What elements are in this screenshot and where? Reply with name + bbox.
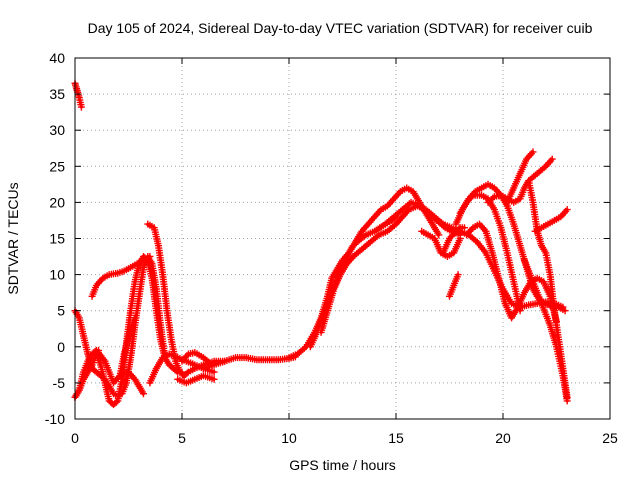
series-arc-16 [381, 198, 464, 239]
series-markers [531, 206, 571, 235]
x-tick-label: 10 [281, 430, 297, 446]
series-arc-25 [503, 148, 537, 206]
series-markers [418, 227, 464, 260]
x-tick-label: 25 [602, 430, 618, 446]
axis-layer: -10 -5 0 5 10 15 20 25 30 35 40 0 5 10 15 20 25 [45, 50, 618, 446]
series-markers [118, 368, 147, 398]
series-arc-18 [439, 224, 468, 257]
series-markers [95, 314, 139, 387]
series-markers [381, 198, 464, 239]
series-markers [199, 353, 299, 372]
y-tick-label: 40 [49, 50, 65, 66]
series-layer [71, 79, 571, 409]
series-markers [446, 271, 462, 300]
series-arc-6 [95, 314, 139, 387]
series-arc-19 [446, 271, 462, 300]
series-markers [503, 148, 537, 206]
series-arc-4 [88, 253, 154, 300]
y-tick-label: 5 [57, 303, 65, 319]
series-arc-26 [525, 155, 556, 185]
y-tick-label: -5 [53, 375, 66, 391]
y-tick-label: 25 [49, 158, 65, 174]
series-line [287, 215, 398, 360]
series-markers [71, 79, 85, 111]
series-arc-27 [531, 206, 571, 235]
series-markers [88, 253, 154, 300]
series-arc-12 [199, 353, 299, 372]
x-tick-label: 15 [388, 430, 404, 446]
series-arc-1 [71, 79, 85, 111]
series-arc-11 [174, 372, 218, 387]
series-markers [520, 256, 571, 405]
y-axis-title: SDTVAR / TECUs [5, 182, 21, 294]
series-markers [439, 224, 468, 257]
series-markers [525, 155, 556, 185]
series-line [308, 186, 441, 349]
y-tick-label: -10 [45, 411, 65, 427]
y-tick-label: 20 [49, 194, 65, 210]
x-axis-title: GPS time / hours [289, 457, 396, 473]
y-tick-label: 10 [49, 267, 65, 283]
y-tick-label: 0 [57, 339, 65, 355]
plot-frame [74, 57, 611, 420]
x-tick-label: 20 [495, 430, 511, 446]
y-tick-label: 30 [49, 122, 65, 138]
chart-title: Day 105 of 2024, Sidereal Day-to-day VTE… [88, 20, 593, 36]
series-arc-7 [118, 368, 147, 398]
series-arc-28 [520, 256, 571, 405]
y-tick-label: 15 [49, 231, 65, 247]
x-tick-label: 0 [71, 430, 79, 446]
x-tick-label: 5 [178, 430, 186, 446]
series-markers [456, 191, 524, 315]
series-arc-21 [456, 191, 524, 315]
series-markers [174, 372, 218, 387]
y-tick-label: 35 [49, 86, 65, 102]
